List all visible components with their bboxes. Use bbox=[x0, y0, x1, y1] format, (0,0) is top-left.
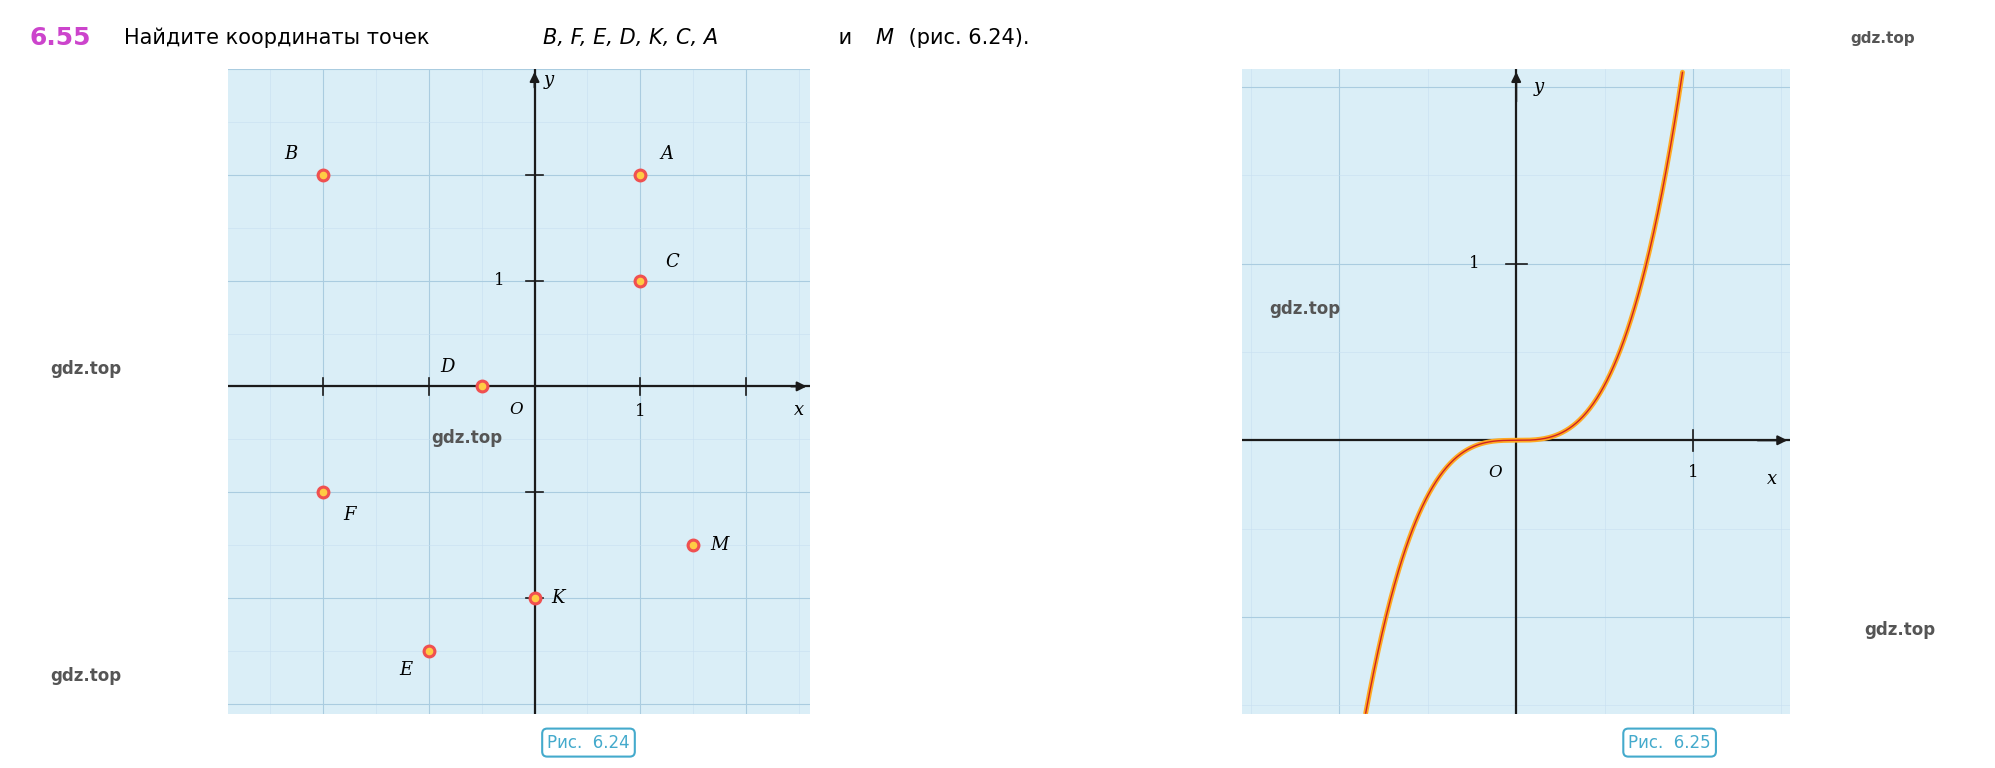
Text: E: E bbox=[399, 660, 413, 679]
Text: D: D bbox=[441, 359, 455, 376]
Text: x: x bbox=[794, 401, 804, 419]
Text: Рис.  6.25: Рис. 6.25 bbox=[1628, 733, 1712, 752]
Text: 1: 1 bbox=[634, 403, 646, 420]
Text: 1: 1 bbox=[495, 272, 505, 289]
Text: 1: 1 bbox=[1468, 255, 1478, 272]
Text: 6.55: 6.55 bbox=[30, 26, 92, 50]
Text: F: F bbox=[343, 506, 355, 525]
Text: и: и bbox=[832, 28, 858, 48]
Text: gdz.top: gdz.top bbox=[431, 429, 503, 447]
Text: O: O bbox=[511, 401, 523, 418]
Text: C: C bbox=[664, 253, 678, 270]
Text: y: y bbox=[1534, 78, 1544, 96]
Text: B: B bbox=[285, 144, 297, 163]
Text: O: O bbox=[1488, 464, 1502, 481]
Text: gdz.top: gdz.top bbox=[50, 359, 122, 378]
Text: M: M bbox=[876, 28, 894, 48]
Text: gdz.top: gdz.top bbox=[1269, 300, 1341, 318]
Text: x: x bbox=[1768, 470, 1778, 488]
Text: Найдите координаты точек: Найдите координаты точек bbox=[124, 28, 435, 48]
Text: Рис.  6.24: Рис. 6.24 bbox=[547, 733, 630, 752]
Text: 1: 1 bbox=[1688, 465, 1698, 482]
Text: gdz.top: gdz.top bbox=[50, 667, 122, 685]
Text: A: A bbox=[660, 144, 672, 163]
Text: (рис. 6.24).: (рис. 6.24). bbox=[902, 28, 1029, 48]
Text: B, F, E, D, K, C, A: B, F, E, D, K, C, A bbox=[543, 28, 718, 48]
Text: M: M bbox=[710, 536, 728, 554]
Text: gdz.top: gdz.top bbox=[1863, 621, 1935, 639]
Text: gdz.top: gdz.top bbox=[1851, 31, 1915, 46]
Text: K: K bbox=[551, 589, 565, 607]
Text: y: y bbox=[543, 71, 553, 88]
